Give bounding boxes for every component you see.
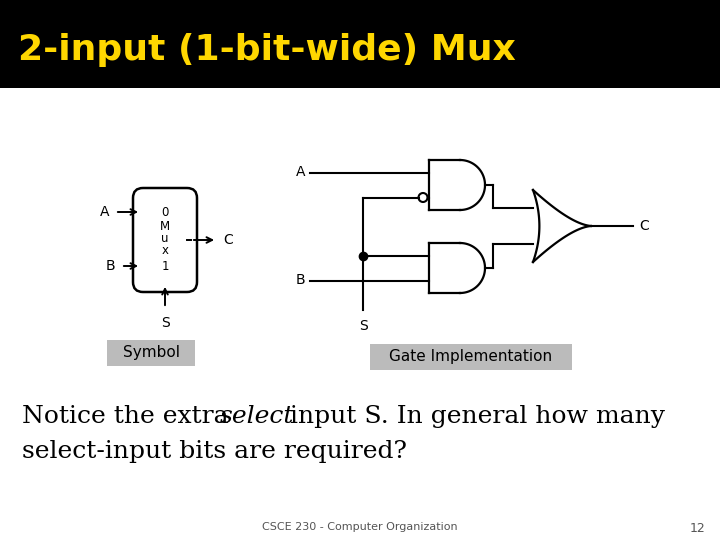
FancyBboxPatch shape [0,0,720,88]
Text: M: M [160,219,170,233]
FancyBboxPatch shape [370,344,572,370]
Text: C: C [223,233,233,247]
Text: S: S [161,316,169,330]
Text: input S. In general how many: input S. In general how many [282,405,665,428]
Text: A: A [99,205,109,219]
Text: 0: 0 [161,206,168,219]
FancyBboxPatch shape [133,188,197,292]
Text: S: S [359,319,367,333]
Text: B: B [105,259,115,273]
FancyBboxPatch shape [107,340,195,366]
Text: 1: 1 [161,260,168,273]
Text: Gate Implementation: Gate Implementation [390,349,552,364]
Text: x: x [161,245,168,258]
Text: select-input bits are required?: select-input bits are required? [22,440,407,463]
Text: B: B [295,273,305,287]
Text: Notice the extra: Notice the extra [22,405,237,428]
Text: 12: 12 [689,522,705,535]
Text: CSCE 230 - Computer Organization: CSCE 230 - Computer Organization [262,522,458,532]
Text: u: u [161,232,168,245]
Text: A: A [295,165,305,179]
Text: 2-input (1-bit-wide) Mux: 2-input (1-bit-wide) Mux [18,33,516,67]
Text: select: select [220,405,294,428]
Text: C: C [639,219,649,233]
Text: Symbol: Symbol [122,346,179,361]
